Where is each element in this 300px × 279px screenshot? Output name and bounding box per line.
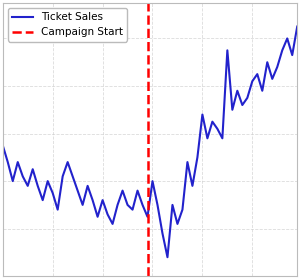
Ticket Sales — [101, 198, 104, 202]
Ticket Sales — [190, 184, 194, 187]
Ticket Sales — [86, 184, 89, 187]
Legend: Ticket Sales, Campaign Start: Ticket Sales, Campaign Start — [8, 8, 127, 42]
Ticket Sales — [96, 215, 99, 218]
Ticket Sales — [166, 256, 169, 259]
Line: Ticket Sales: Ticket Sales — [3, 27, 297, 257]
Ticket Sales — [76, 189, 80, 192]
Ticket Sales — [51, 191, 55, 195]
Ticket Sales — [296, 25, 299, 28]
Ticket Sales — [1, 144, 4, 147]
